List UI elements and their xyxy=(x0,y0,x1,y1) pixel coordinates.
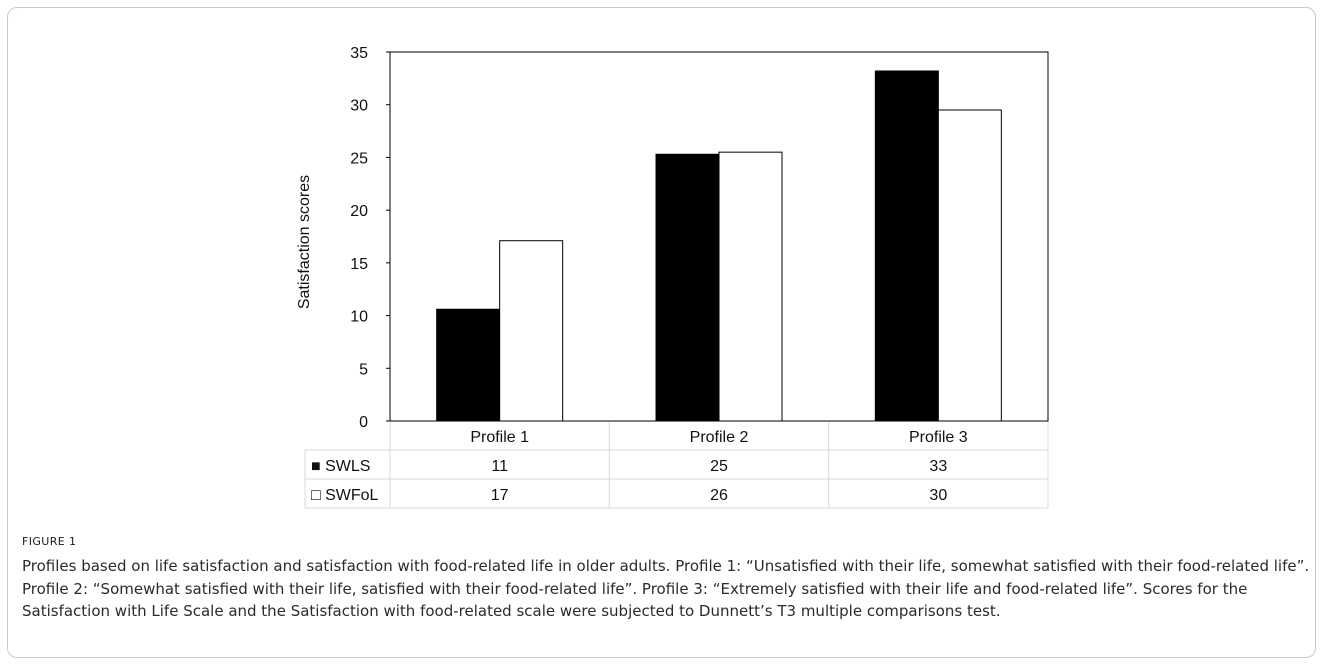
category-label: Profile 3 xyxy=(909,429,968,446)
y-axis-ticks: 0 5 10 15 20 25 30 35 xyxy=(350,45,390,431)
y-tick-label: 10 xyxy=(350,309,368,326)
data-label: 33 xyxy=(929,458,947,475)
legend-entry-swfol: □ SWFoL xyxy=(311,487,379,504)
data-label: 11 xyxy=(491,458,508,475)
data-table: Profile 1 Profile 2 Profile 3 ■ SWLS 11 25 33 □… xyxy=(304,420,1049,509)
y-tick-label: 30 xyxy=(350,98,368,115)
bar-swfol xyxy=(718,151,783,422)
y-tick-label: 25 xyxy=(350,150,368,167)
data-label: 17 xyxy=(491,487,509,504)
figure-label: FIGURE 1 xyxy=(22,535,77,548)
bar-swls xyxy=(436,308,501,422)
bar-swfol xyxy=(499,240,564,422)
y-tick-label: 20 xyxy=(350,203,368,220)
y-tick-label: 5 xyxy=(359,361,368,378)
bar-chart: Satisfaction scores 0 5 10 15 20 25 30 35 Profi… xyxy=(296,45,1049,509)
y-axis-label: Satisfaction scores xyxy=(296,175,313,309)
data-label: 26 xyxy=(710,487,728,504)
legend-entry-swls: ■ SWLS xyxy=(311,458,370,475)
plot-area xyxy=(389,51,1049,422)
y-tick-label: 0 xyxy=(359,414,368,431)
bar-swls xyxy=(874,70,939,422)
data-label: 30 xyxy=(929,487,947,504)
bar-swls xyxy=(655,153,720,422)
category-label: Profile 2 xyxy=(690,429,749,446)
data-label: 25 xyxy=(710,458,728,475)
figure-caption: Profiles based on life satisfaction and … xyxy=(22,557,1310,620)
category-label: Profile 1 xyxy=(470,429,529,446)
y-axis-label-group: Satisfaction scores xyxy=(296,175,313,309)
y-tick-label: 35 xyxy=(350,45,368,62)
bar-swfol xyxy=(937,109,1002,422)
y-tick-label: 15 xyxy=(350,256,368,273)
bars xyxy=(436,70,1002,422)
